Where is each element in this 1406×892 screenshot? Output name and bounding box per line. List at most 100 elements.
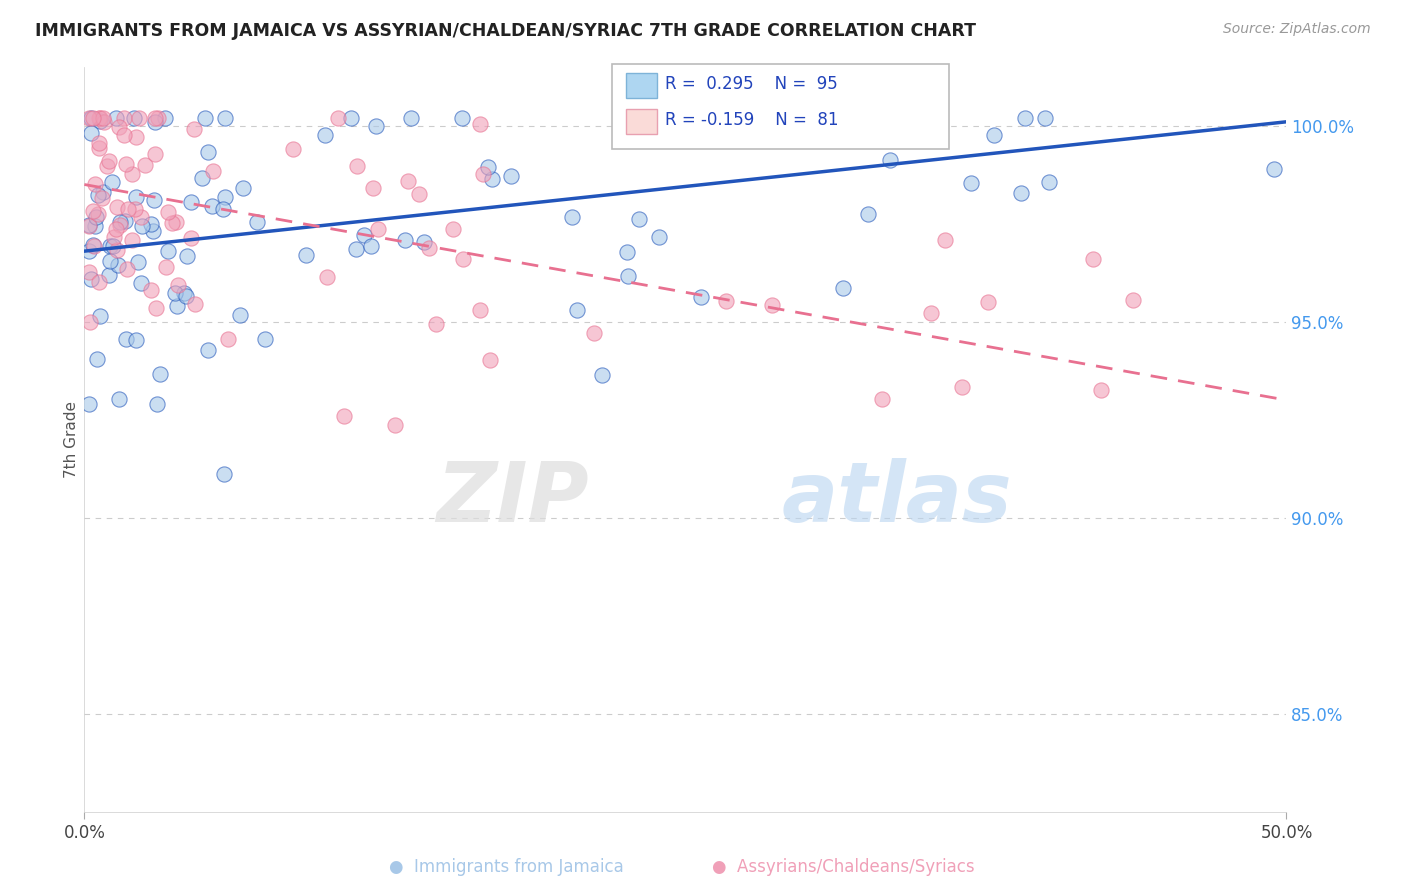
Point (478, 353, 501, 368)
Point (77, 219, 100, 234)
Point (89, 113, 111, 128)
Point (80, 272, 103, 286)
Point (112, 128, 135, 142)
Point (129, 276, 152, 290)
Point (108, 218, 131, 232)
Point (142, 224, 165, 238)
Point (91, 185, 114, 199)
Point (214, 111, 236, 125)
Point (232, 180, 254, 194)
Point (184, 296, 207, 310)
Point (197, 145, 219, 160)
Point (87, 136, 110, 151)
Point (87, 111, 110, 125)
Point (468, 117, 491, 131)
Point (97, 153, 120, 168)
Point (141, 283, 163, 297)
Point (107, 120, 129, 134)
Point (124, 202, 146, 217)
Point (879, 153, 901, 167)
Point (101, 239, 124, 253)
Point (346, 159, 368, 173)
Point (162, 216, 184, 230)
Point (212, 202, 235, 216)
Point (820, 111, 842, 125)
Point (668, 111, 690, 125)
Point (163, 285, 186, 300)
Point (565, 302, 588, 317)
Point (149, 367, 172, 381)
Point (281, 142, 304, 156)
Point (86, 207, 108, 221)
Point (561, 210, 583, 224)
Point (121, 233, 143, 247)
Point (1038, 175, 1060, 189)
Point (83, 178, 105, 192)
Point (155, 111, 177, 125)
Point (93, 114, 115, 128)
Point (80, 111, 103, 125)
Point (246, 215, 269, 229)
Point (344, 243, 367, 257)
Point (87, 141, 110, 155)
Point (253, 332, 276, 346)
Point (86, 352, 108, 367)
Point (201, 163, 224, 178)
Point (127, 255, 149, 269)
Point (333, 409, 356, 423)
Point (105, 243, 128, 257)
Point (471, 167, 494, 181)
Text: atlas: atlas (782, 458, 1012, 540)
Point (360, 239, 382, 253)
Point (176, 249, 198, 263)
Point (468, 302, 491, 317)
Point (583, 326, 606, 341)
Point (920, 306, 942, 320)
Point (314, 128, 336, 143)
Point (84, 210, 107, 224)
Point (143, 115, 166, 129)
Point (425, 318, 447, 332)
Point (183, 122, 205, 136)
Point (89, 309, 111, 323)
Point (180, 195, 202, 210)
Point (114, 214, 136, 228)
Point (115, 262, 138, 277)
Point (115, 333, 138, 347)
Point (191, 171, 214, 186)
Point (167, 278, 190, 293)
Point (121, 167, 143, 181)
Point (125, 333, 148, 347)
Text: IMMIGRANTS FROM JAMAICA VS ASSYRIAN/CHALDEAN/SYRIAC 7TH GRADE CORRELATION CHART: IMMIGRANTS FROM JAMAICA VS ASSYRIAN/CHAL… (35, 22, 976, 40)
Point (122, 111, 145, 125)
Point (77, 397, 100, 411)
Point (89, 111, 111, 125)
Point (326, 111, 349, 125)
Point (451, 252, 474, 266)
Point (156, 244, 179, 258)
Point (142, 194, 165, 208)
Point (713, 113, 735, 128)
Point (77, 244, 100, 258)
Point (98, 253, 121, 268)
Point (499, 169, 522, 183)
Point (856, 207, 879, 221)
Text: ●  Assyrians/Chaldeans/Syriacs: ● Assyrians/Chaldeans/Syriacs (713, 858, 974, 876)
Point (83, 239, 105, 253)
Point (166, 299, 188, 313)
Point (146, 111, 169, 125)
Point (855, 111, 877, 125)
Point (394, 233, 416, 247)
Point (180, 231, 202, 245)
Point (1090, 383, 1112, 397)
Point (1122, 293, 1144, 307)
Point (108, 392, 131, 406)
Point (104, 111, 127, 125)
Point (315, 269, 337, 284)
Point (481, 171, 503, 186)
Point (413, 235, 436, 249)
Point (450, 111, 472, 125)
Point (591, 368, 613, 383)
Text: Source: ZipAtlas.com: Source: ZipAtlas.com (1223, 22, 1371, 37)
Point (77, 111, 100, 125)
